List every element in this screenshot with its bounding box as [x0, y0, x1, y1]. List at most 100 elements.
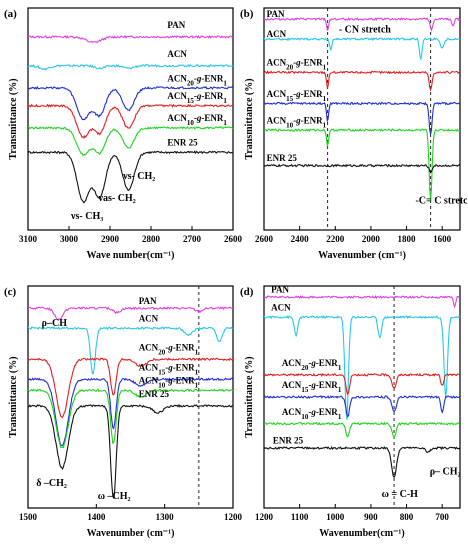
series-line: [27, 63, 234, 71]
series-line: [27, 34, 234, 44]
x-axis-title: Wavenumber (cm⁻¹): [87, 528, 175, 539]
x-tick-label: 3100: [19, 234, 38, 244]
series-label: ACN10-g-ENR1: [267, 115, 327, 129]
panel-letter: (d): [240, 286, 254, 298]
series-line: [263, 295, 461, 309]
series-label: ACN: [271, 302, 291, 312]
series-label: ACN: [167, 49, 187, 59]
series-line: [27, 357, 234, 419]
series-line: [263, 70, 461, 92]
series-label: ACN20-g-ENR1: [282, 358, 342, 372]
chart-panel-1: (a) 3100 3000 2900 2800 2700 2600 Wave number(c…: [4, 7, 243, 261]
series-label: ENR 25: [167, 138, 198, 148]
x-tick-label: 1000: [326, 512, 345, 522]
series-label: ACN15-g-ENR1: [139, 362, 199, 376]
panel-letter: (a): [4, 8, 17, 20]
x-tick-label: 900: [364, 512, 378, 522]
x-tick-label: 1500: [19, 512, 38, 522]
series-label: ENR 25: [267, 153, 298, 163]
series-line: [263, 395, 461, 418]
series-line: [263, 37, 461, 60]
plot-frame: [263, 7, 461, 231]
peak-annotation: νas- CH₂: [98, 193, 136, 204]
series-line: [27, 306, 234, 321]
x-tick-label: 2600: [224, 234, 243, 244]
series-label: PAN: [139, 296, 157, 306]
y-axis-title: Transmittance (%): [244, 78, 255, 159]
panel-letter: (c): [4, 286, 17, 298]
series-line: [27, 326, 234, 375]
x-tick-label: 2200: [326, 234, 345, 244]
x-axis-title: Wave number(cm⁻¹): [87, 250, 175, 261]
x-tick-label: 2700: [183, 234, 202, 244]
series-line: [27, 403, 233, 499]
series-label: ACN: [267, 29, 287, 39]
series-line: [27, 150, 234, 204]
peak-annotation: ω = C-H: [382, 489, 419, 500]
y-axis-title: Transmittance (%): [8, 78, 19, 159]
series-line: [263, 163, 461, 174]
series-label: ENR 25: [139, 389, 170, 399]
series-label: ACN10-g-ENR1: [167, 113, 227, 127]
y-axis-title: Transmittance (%): [8, 356, 19, 437]
peak-annotation: νs- CH₃: [70, 211, 103, 222]
series-label: PAN: [167, 20, 185, 30]
x-tick-label: 1100: [291, 512, 309, 522]
series-label: ACN20-g-ENR1: [139, 342, 199, 356]
series-label: ACN10-g-ENR1: [139, 376, 199, 390]
series-line: [263, 16, 461, 32]
peak-annotation: ρ– CH₂: [430, 467, 461, 478]
series-label: ACN15-g-ENR1: [167, 91, 227, 105]
peak-annotation: δ –CH₂: [36, 478, 67, 489]
peak-annotation: ω –CH₂: [98, 491, 131, 502]
series-label: PAN: [271, 285, 289, 295]
x-tick-label: 700: [435, 512, 449, 522]
peak-annotation: νs- CH₂: [122, 171, 155, 182]
series-line: [27, 103, 234, 140]
series-line: [263, 101, 461, 135]
x-tick-label: 2900: [101, 234, 120, 244]
series-line: [263, 315, 461, 420]
series-line: [27, 126, 234, 157]
series-line: [263, 128, 461, 202]
plot-frame: [27, 7, 234, 231]
series-line: [27, 85, 234, 121]
peak-annotation: -C= C stretching: [415, 195, 468, 206]
x-tick-label: 800: [400, 512, 414, 522]
x-axis-title: Wavenumber (cm⁻¹): [318, 250, 406, 261]
series-line: [27, 377, 234, 447]
chart-panel-2: (b) 2600 2400 2200 2000 1800 1600 Wavenumber (c…: [240, 7, 468, 261]
peak-annotation: - CN stretch: [339, 24, 391, 35]
series-label: ACN15-g-ENR1: [267, 89, 327, 103]
x-tick-label: 2400: [291, 234, 310, 244]
series-label: ACN10-g-ENR1: [282, 407, 342, 421]
y-axis-title: Transmittance (%): [244, 356, 255, 437]
x-tick-label: 1400: [87, 512, 106, 522]
series-label: ACN20-g-ENR1: [167, 73, 227, 87]
series-line: [263, 421, 460, 439]
x-tick-label: 1300: [156, 512, 175, 522]
series-label: ACN: [139, 314, 159, 324]
x-axis-title: Wavenumber(cm⁻¹): [319, 528, 404, 539]
x-tick-label: 2000: [362, 234, 381, 244]
plot-frame: [27, 285, 234, 509]
x-tick-label: 1600: [433, 234, 452, 244]
x-tick-label: 3000: [60, 234, 79, 244]
chart-panel-3: (c) 1500 1400 1300 1200 Wavenumber (cm⁻¹) Tran…: [4, 285, 243, 539]
chart-panel-4: (d) 1200 1100 1000 900 800 700 Wavenumber(cm⁻¹)…: [240, 285, 461, 539]
series-label: ACN15-g-ENR1: [282, 380, 342, 394]
series-line: [263, 372, 461, 396]
x-tick-label: 2800: [142, 234, 161, 244]
x-tick-label: 1200: [255, 512, 274, 522]
series-line: [27, 388, 234, 449]
x-tick-label: 2600: [255, 234, 274, 244]
series-label: ENR 25: [273, 436, 304, 446]
panel-letter: (b): [240, 8, 254, 20]
peak-annotation: ρ–CH: [42, 318, 68, 329]
x-tick-label: 1200: [224, 512, 243, 522]
x-tick-label: 1800: [398, 234, 417, 244]
series-label: PAN: [267, 9, 285, 19]
series-line: [263, 445, 461, 479]
series-label: ACN20-g-ENR1: [267, 58, 327, 72]
